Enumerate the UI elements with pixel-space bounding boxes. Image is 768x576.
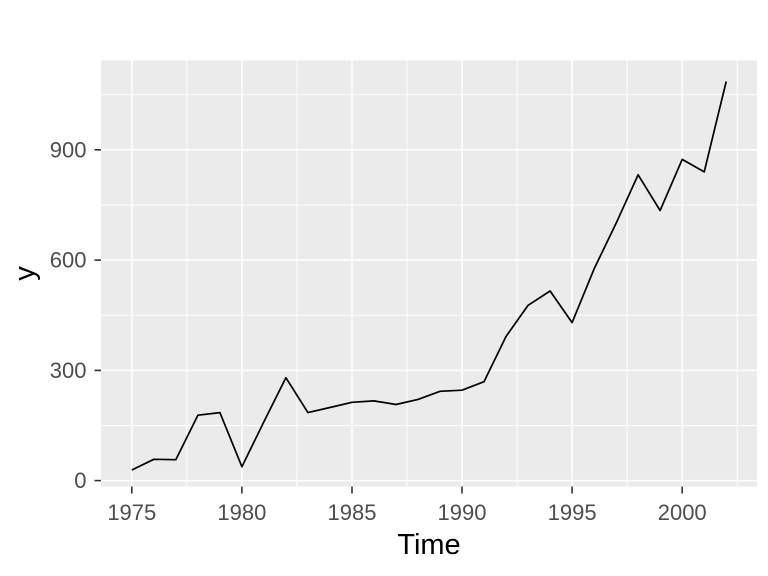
- x-tick-label: 1980: [217, 500, 266, 525]
- y-tick-label: 900: [50, 137, 87, 162]
- panel-background: [101, 60, 757, 487]
- y-axis-ticks: [94, 149, 101, 482]
- y-tick-label: 0: [74, 468, 86, 493]
- major-gridlines: [101, 60, 757, 487]
- x-tick-label: 1990: [438, 500, 487, 525]
- data-line: [131, 81, 728, 471]
- y-axis-title: y: [9, 266, 41, 281]
- y-axis-tick-labels: 0 300 600 900: [50, 137, 87, 493]
- x-axis-tick-labels: 1975 1980 1985 1990 1995 2000: [107, 500, 706, 525]
- x-tick-label: 1985: [328, 500, 377, 525]
- x-tick-label: 2000: [658, 500, 707, 525]
- x-axis-title: Time: [397, 529, 460, 561]
- x-tick-label: 1975: [107, 500, 156, 525]
- x-tick-label: 1995: [548, 500, 597, 525]
- y-tick-label: 600: [50, 248, 87, 273]
- y-tick-label: 300: [50, 358, 87, 383]
- minor-gridlines: [101, 60, 757, 487]
- x-axis-ticks: [131, 486, 684, 494]
